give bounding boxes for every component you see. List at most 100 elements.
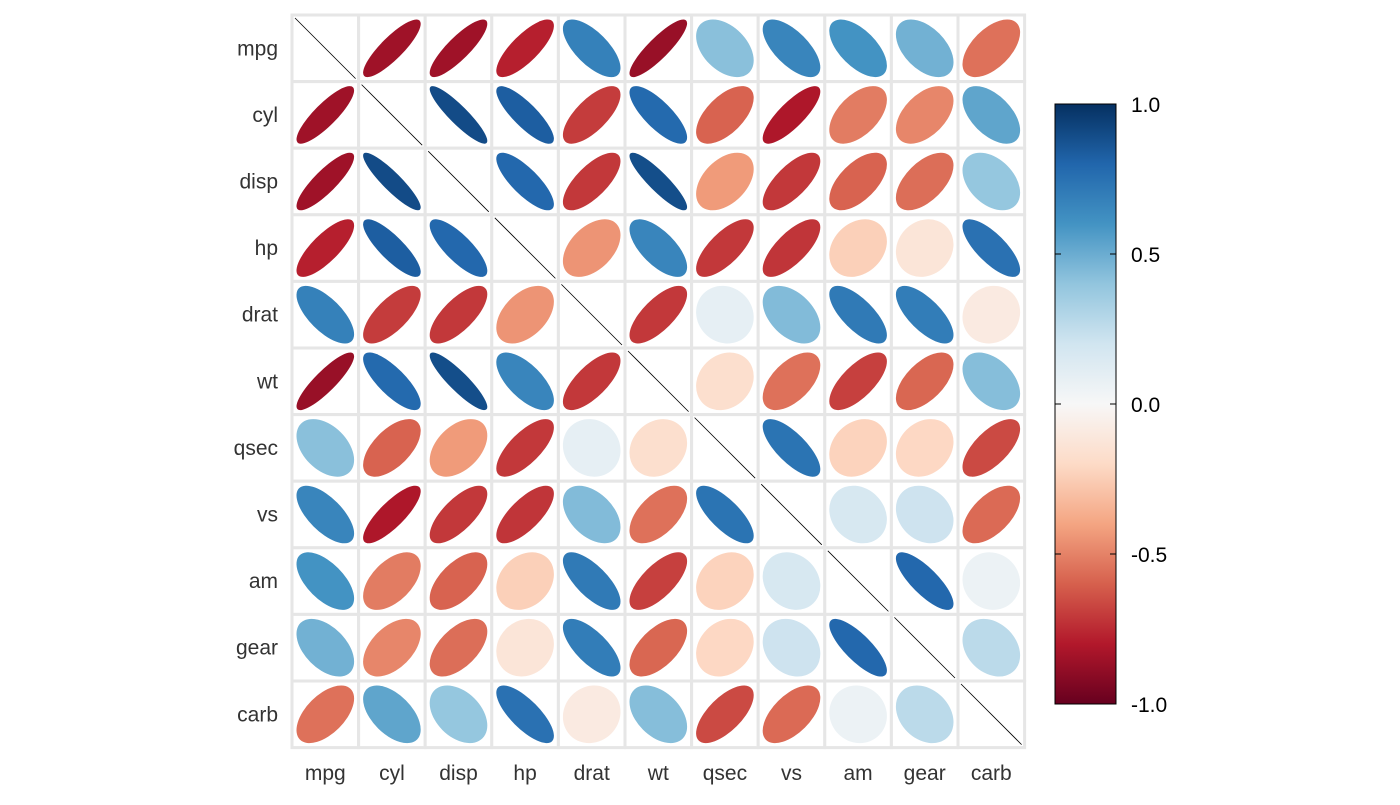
ellipse-wt-am [829,352,887,411]
ellipse-carb-gear [895,685,954,744]
ellipse-drat-disp [429,285,488,344]
diagonal-line-mpg [294,17,356,79]
ellipse-hp-qsec [696,219,754,277]
ellipse-drat-cyl [363,285,421,344]
diagonal-line-carb [960,683,1022,745]
column-label-hp: hp [513,762,536,785]
ellipse-am-hp [496,552,554,610]
column-label-am: am [844,762,873,785]
ellipse-drat-wt [629,285,688,344]
ellipse-carb-hp [496,685,554,744]
column-label-disp: disp [439,762,478,785]
column-label-mpg: mpg [305,762,346,785]
column-label-qsec: qsec [703,762,747,785]
diagonal-line-drat [561,284,623,346]
colorbar-tick-label: -1.0 [1131,694,1167,717]
diagonal-line-vs [760,483,823,546]
colorbar-tick-label: 1.0 [1131,94,1160,117]
colorbar: 1.0 0.5 0.0 -0.5 -1.0 [1054,94,1167,717]
ellipse-mpg-wt [629,19,688,78]
ellipse-vs-carb [962,485,1021,544]
ellipse-disp-cyl [363,152,421,211]
diagonal-line-am [827,550,889,612]
ellipse-drat-gear [895,285,954,344]
ellipse-cyl-hp [496,86,554,144]
ellipse-mpg-disp [429,19,488,78]
ellipse-qsec-vs [762,419,821,477]
row-labels: mpg cyl disp hp drat wt qsec vs am gear carb [234,37,279,726]
ellipse-wt-drat [562,352,621,411]
row-label-cyl: cyl [252,104,278,127]
ellipse-am-disp [429,552,488,610]
ellipse-disp-gear [895,152,954,211]
ellipse-vs-hp [496,485,554,544]
ellipse-wt-disp [429,352,488,411]
column-label-carb: carb [971,762,1012,785]
ellipse-hp-vs [762,219,821,277]
colorbar-tick-label: -0.5 [1131,544,1167,567]
row-label-vs: vs [257,504,278,527]
ellipse-carb-drat [562,685,621,744]
ellipse-carb-disp [429,685,488,744]
column-label-cyl: cyl [379,762,405,785]
ellipse-drat-vs [762,285,821,344]
ellipse-am-vs [762,552,821,610]
ellipse-cyl-wt [629,86,688,144]
ellipse-hp-am [829,219,887,277]
diagonal-line-cyl [361,84,423,146]
ellipse-carb-am [829,685,887,744]
ellipse-qsec-disp [429,419,488,477]
ellipse-hp-wt [629,219,688,277]
ellipse-gear-vs [762,618,821,677]
ellipse-disp-carb [962,152,1021,211]
colorbar-gradient [1054,103,1117,705]
ellipse-disp-wt [629,152,688,211]
column-label-gear: gear [904,762,946,785]
column-labels: mpg cyl disp hp drat wt qsec vs am gear carb [305,762,1012,785]
row-label-mpg: mpg [237,37,278,60]
ellipse-mpg-vs [762,19,821,78]
ellipse-vs-wt [629,485,688,544]
ellipse-mpg-gear [895,19,954,78]
ellipse-am-qsec [696,552,754,610]
ellipse-cyl-drat [562,86,621,144]
ellipse-am-gear [895,552,954,610]
colorbar-tick-label: 0.5 [1131,244,1160,267]
ellipse-am-mpg [296,552,355,610]
ellipse-gear-cyl [363,618,421,677]
ellipse-wt-qsec [696,352,754,411]
ellipse-drat-hp [496,285,554,344]
ellipse-hp-carb [962,219,1021,277]
diagonal-line-gear [894,617,956,679]
ellipse-vs-qsec [696,485,754,544]
ellipse-gear-hp [496,618,554,677]
column-label-wt: wt [647,762,669,785]
ellipse-gear-disp [429,618,488,677]
ellipse-drat-qsec [696,285,754,344]
ellipse-cyl-mpg [296,86,355,144]
ellipse-gear-carb [962,618,1021,677]
ellipse-vs-am [829,485,887,544]
ellipse-qsec-mpg [296,419,355,477]
ellipse-mpg-am [829,19,887,78]
ellipse-carb-cyl [363,685,421,744]
ellipse-hp-cyl [363,219,421,277]
ellipse-gear-wt [629,618,688,677]
ellipse-disp-am [829,152,887,211]
ellipse-vs-cyl [363,485,421,544]
ellipse-am-carb [962,552,1021,610]
ellipse-carb-wt [629,685,688,744]
ellipse-am-drat [562,552,621,610]
ellipse-qsec-hp [496,419,554,477]
ellipse-mpg-hp [496,19,554,78]
ellipse-am-cyl [363,552,421,610]
ellipse-mpg-cyl [363,19,421,78]
ellipse-cyl-qsec [696,86,754,144]
ellipse-qsec-carb [962,419,1021,477]
ellipse-hp-disp [429,219,488,277]
row-label-drat: drat [242,304,278,327]
row-label-disp: disp [239,171,278,194]
row-label-hp: hp [255,237,278,260]
